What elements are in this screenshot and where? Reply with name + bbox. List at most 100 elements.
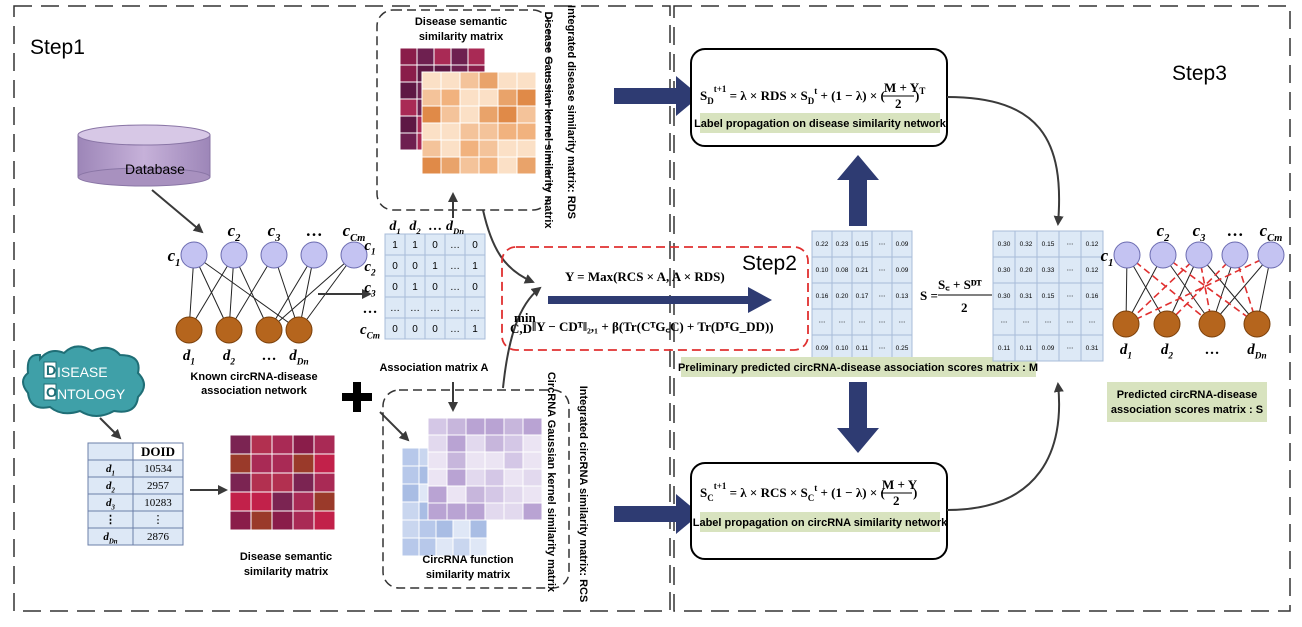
doid-row-disease: dDn xyxy=(103,531,117,545)
association-col-label: dDn xyxy=(446,219,464,236)
integrated-disease-title: Integrated disease similarity matrix: RD… xyxy=(565,5,577,219)
association-value: … xyxy=(430,303,440,314)
disease-similarity-box xyxy=(376,9,550,211)
down-arrow xyxy=(837,382,879,453)
heatmap-cell xyxy=(229,510,252,531)
matrix-s-value: 0.30 xyxy=(998,293,1011,300)
circrna-lp-equation: SCt+1 = λ × RCS × SCt + (1 − λ) × ( xyxy=(700,481,885,503)
heatmap-cell xyxy=(516,71,537,90)
disease-node xyxy=(255,316,283,344)
association-row-label: c1 xyxy=(364,238,375,258)
heatmap-cell xyxy=(292,453,315,474)
circrna-node xyxy=(260,241,288,269)
heatmap-cell xyxy=(516,105,537,124)
disease-lp-s: S xyxy=(700,88,707,103)
association-row-label: … xyxy=(363,301,378,317)
heatmap-cell xyxy=(522,468,543,487)
circrna-node xyxy=(220,241,248,269)
matrix-s-value: ⋯ xyxy=(1023,319,1030,326)
predicted-edge xyxy=(1166,254,1236,325)
heatmap-cell xyxy=(503,417,524,436)
heatmap-cell xyxy=(465,451,486,470)
s-formula-numerator: S꜀ + Sᴰᵀ xyxy=(938,277,982,292)
network-edge xyxy=(298,254,355,331)
predicted-caption-2: association scores matrix : S xyxy=(1111,404,1263,416)
doid-row-id: 2957 xyxy=(147,480,170,492)
step2-equation-1: Y = Max(RCS × A, A × RDS) xyxy=(565,269,725,284)
matrix-s-value: ⋯ xyxy=(1067,267,1074,274)
matrix-s-value: 0.31 xyxy=(1020,293,1033,300)
heatmap-cell xyxy=(516,156,537,175)
heatmap-cell xyxy=(401,465,420,485)
heatmap-cell xyxy=(313,491,336,512)
ontology-arrow xyxy=(99,417,122,440)
association-value: … xyxy=(410,303,420,314)
ontology-letter-d: D xyxy=(46,362,56,378)
predicted-edge xyxy=(1125,254,1200,325)
heatmap-cell xyxy=(459,88,480,107)
doid-row-id: 2876 xyxy=(147,531,170,543)
heatmap-cell xyxy=(522,434,543,453)
step3-label: Step3 xyxy=(1172,62,1227,85)
predicted-network: c1 c2 c3 … cCm d1 d2 … dDn xyxy=(1101,221,1285,362)
network-edge xyxy=(268,254,355,331)
matrix-s-value: 0.30 xyxy=(998,241,1011,248)
matrix-s-value: 0.11 xyxy=(998,345,1011,352)
heatmap-cell xyxy=(399,98,418,117)
to-disease-lp-arrow xyxy=(614,76,700,116)
association-value: 0 xyxy=(432,240,438,251)
heatmap-cell xyxy=(399,132,418,151)
s-formula-denominator: 2 xyxy=(961,300,968,315)
association-row-label: cCm xyxy=(360,322,380,342)
association-value: 0 xyxy=(432,324,438,335)
association-value: 0 xyxy=(432,282,438,293)
matrix-s-bg xyxy=(992,230,1104,362)
heatmap-cell xyxy=(522,417,543,436)
heatmap-cell xyxy=(250,491,273,512)
heatmap-cell xyxy=(401,537,420,557)
heatmap-cell xyxy=(446,485,467,504)
doid-row-id: 10534 xyxy=(144,463,172,475)
doid-row-id: ⋮ xyxy=(153,514,164,526)
matrix-s-value: 0.30 xyxy=(998,267,1011,274)
heatmap-cell xyxy=(427,434,448,453)
known-network: c1 c2 c3 … cCm d1 d2 … dDn xyxy=(168,221,368,368)
matrix-s-value: ⋯ xyxy=(1067,319,1074,326)
heatmap-cell xyxy=(427,417,448,436)
heatmap-cell xyxy=(427,451,448,470)
association-value: 0 xyxy=(392,324,398,335)
heatmap-cell xyxy=(421,156,442,175)
heatmap-cell xyxy=(522,451,543,470)
heatmap-cell xyxy=(465,417,486,436)
heatmap-cell xyxy=(484,502,505,521)
predicted-caption-1: Predicted circRNA-disease xyxy=(1117,389,1258,401)
disease-lp-caption-bg xyxy=(700,113,940,133)
network-edge xyxy=(1211,254,1272,325)
disease-node-label: … xyxy=(1205,342,1220,358)
disease-node-label: d2 xyxy=(1161,342,1174,362)
matrix-s-value: ⋯ xyxy=(1089,319,1096,326)
matrix-s-value: 0.20 xyxy=(1020,267,1033,274)
heatmap-cell xyxy=(250,453,273,474)
circrna-similarity-box xyxy=(382,389,570,589)
heatmap-cell xyxy=(401,483,420,503)
doid-row-disease: ⋮ xyxy=(105,514,116,526)
circrna-node-label: c2 xyxy=(228,221,242,244)
disease-matrix-stack xyxy=(399,47,537,175)
disease-node xyxy=(1153,310,1181,338)
matrix-m-value: ⋯ xyxy=(819,319,826,326)
disease-node-label: d1 xyxy=(1120,342,1132,362)
matrix-m-value: 0.08 xyxy=(836,267,849,274)
disease-node xyxy=(1112,310,1140,338)
heatmap-cell xyxy=(271,510,294,531)
step2-equation-2: ‖Y − CDᵀ‖₂,₁ + β(Tr(CᵀG꜀C) + Tr(DᵀG_DD)) xyxy=(532,319,774,334)
heatmap-cell xyxy=(446,502,467,521)
matrix-m-value: 0.25 xyxy=(896,345,909,352)
heatmap-cell xyxy=(484,434,505,453)
matrix-m-value: 0.09 xyxy=(816,345,829,352)
to-circrna-lp-arrow xyxy=(614,494,700,534)
circrna-node xyxy=(1257,241,1285,269)
matrix-m-value: 0.15 xyxy=(856,241,869,248)
heatmap-cell xyxy=(229,434,252,455)
heatmap-cell xyxy=(497,88,518,107)
